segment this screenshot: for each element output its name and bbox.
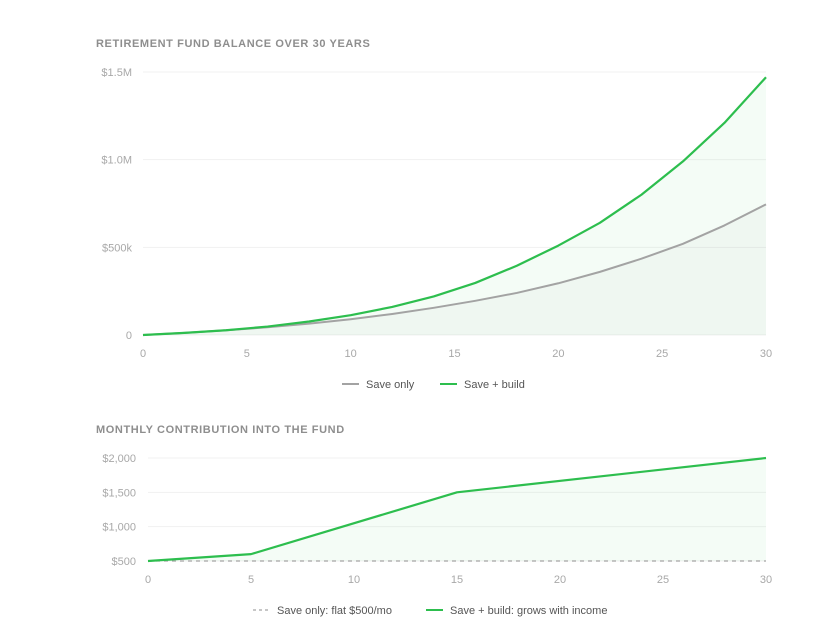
chart-1: 0 $500k $1.0M $1.5M 0 5 10 15 20 25 30 Save only Sav…: [101, 67, 772, 391]
x-tick-label: 0: [140, 348, 146, 360]
chart1-title: RETIREMENT FUND BALANCE OVER 30 YEARS: [96, 38, 371, 50]
legend-label: Save + build: [464, 379, 525, 391]
series-line: [147, 456, 767, 563]
x-tick-label: 15: [451, 574, 463, 586]
legend-item: Save + build: [440, 379, 525, 391]
y-tick-label: $1.5M: [101, 67, 132, 79]
x-tick-label: 30: [760, 348, 772, 360]
x-tick-label: 5: [248, 574, 254, 586]
x-tick-label: 5: [244, 348, 250, 360]
legend-label: Save only: [366, 379, 415, 391]
y-tick-label: $1,000: [102, 522, 136, 534]
chart-2: $500 $1,000 $1,500 $2,000 0 5 10 15 20 25 30 Save o…: [102, 453, 772, 617]
legend-item: Save + build: grows with income: [426, 605, 607, 617]
y-tick-label: $2,000: [102, 453, 136, 465]
legend-label: Save only: flat $500/mo: [277, 605, 392, 617]
x-tick-label: 10: [348, 574, 360, 586]
y-tick-label: $1.0M: [101, 155, 132, 167]
x-tick-label: 20: [554, 574, 566, 586]
x-tick-label: 20: [552, 348, 564, 360]
x-tick-label: 10: [345, 348, 357, 360]
legend-label: Save + build: grows with income: [450, 605, 607, 617]
series-area: [143, 204, 766, 335]
legend-item: Save only: [342, 379, 415, 391]
x-tick-label: 25: [656, 348, 668, 360]
x-tick-label: 15: [448, 348, 460, 360]
series-line: [142, 76, 767, 337]
x-tick-label: 25: [657, 574, 669, 586]
legend-item: Save only: flat $500/mo: [253, 605, 392, 617]
x-tick-label: 0: [145, 574, 151, 586]
y-tick-label: 0: [126, 330, 132, 342]
series-area: [143, 77, 766, 335]
x-tick-label: 30: [760, 574, 772, 586]
y-tick-label: $1,500: [102, 487, 136, 499]
y-tick-label: $500: [112, 556, 136, 568]
y-tick-label: $500k: [102, 242, 132, 254]
chart2-title: MONTHLY CONTRIBUTION INTO THE FUND: [96, 424, 345, 436]
series-area: [148, 458, 766, 561]
